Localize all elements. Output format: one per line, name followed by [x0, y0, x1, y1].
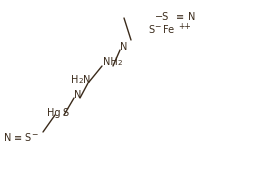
- Text: 2: 2: [78, 78, 82, 84]
- Text: Hg: Hg: [47, 108, 60, 118]
- Text: N: N: [83, 75, 90, 85]
- Text: ++: ++: [177, 22, 190, 31]
- Text: S: S: [62, 108, 68, 118]
- Text: N: N: [187, 12, 195, 22]
- Text: S: S: [147, 25, 153, 35]
- Text: N: N: [120, 42, 127, 52]
- Text: S: S: [24, 133, 30, 143]
- Text: N: N: [4, 133, 11, 143]
- Text: 2: 2: [117, 60, 121, 66]
- Text: H: H: [71, 75, 78, 85]
- Text: Fe: Fe: [162, 25, 173, 35]
- Text: ≡: ≡: [14, 133, 22, 143]
- Text: −: −: [153, 22, 160, 31]
- Text: NH: NH: [103, 57, 117, 67]
- Text: −S: −S: [154, 12, 169, 22]
- Text: N: N: [74, 90, 81, 100]
- Text: −: −: [31, 130, 37, 139]
- Text: ≡: ≡: [175, 12, 183, 22]
